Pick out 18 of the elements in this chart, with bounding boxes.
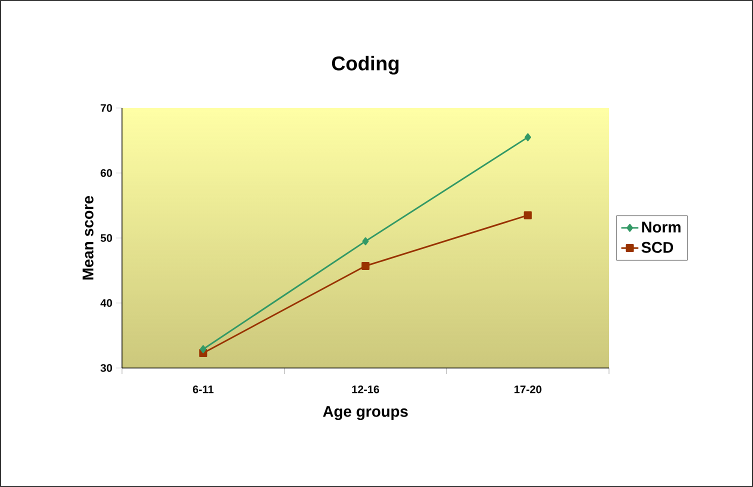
chart-title: Coding	[332, 56, 398, 74]
y-tick-label: 70	[100, 104, 112, 112]
legend-label: SCD	[642, 242, 674, 253]
x-tick-label: 12-16	[352, 386, 380, 394]
y-tick-label: 60	[100, 169, 112, 177]
y-tick-label: 50	[100, 234, 112, 242]
y-tick-label: 40	[100, 299, 112, 307]
y-axis-title: Mean score	[82, 196, 94, 280]
point	[524, 211, 532, 220]
point	[200, 345, 206, 354]
x-axis-title: Age groups	[322, 406, 408, 420]
legend-label: Norm	[642, 222, 680, 233]
point	[362, 237, 369, 246]
point	[524, 133, 532, 142]
x-tick-label: 17-20	[514, 386, 542, 394]
point	[362, 262, 370, 270]
x-tick-label: 6-11	[192, 386, 214, 394]
y-tick-label: 30	[100, 364, 112, 372]
